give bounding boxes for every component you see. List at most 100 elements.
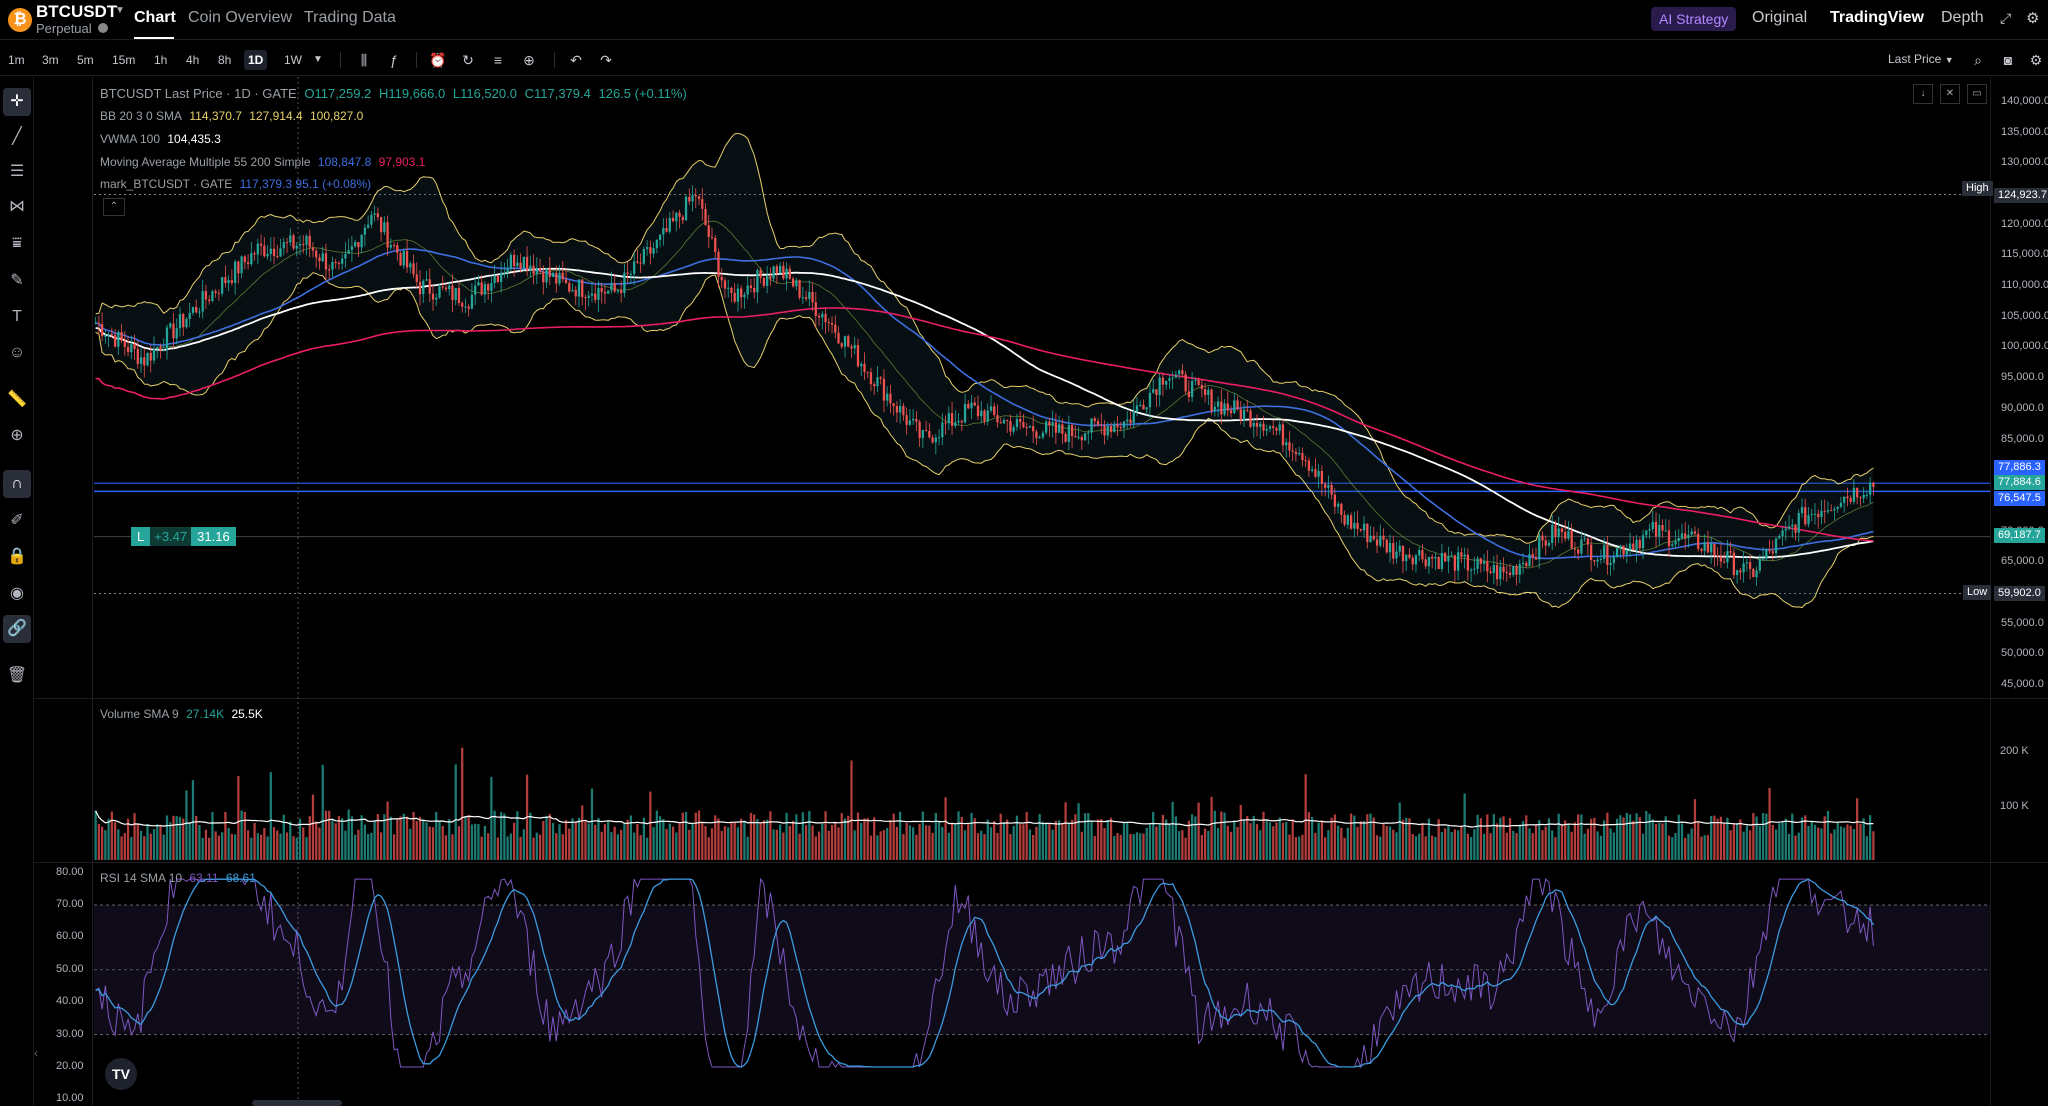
zoom-in-icon[interactable]: ⊕ (10, 427, 24, 444)
volume-bar (1619, 815, 1622, 860)
timeframe-1w[interactable]: 1W (284, 53, 302, 67)
volume-bar (221, 832, 224, 860)
candle (211, 291, 214, 302)
maximize-pane-icon[interactable]: ▭ (1967, 84, 1987, 104)
volume-bar (1632, 820, 1635, 860)
emoji-icon[interactable]: ☺ (8, 344, 26, 361)
info-icon[interactable] (98, 23, 108, 33)
collapse-legend-icon[interactable]: ⌃ (103, 198, 125, 216)
replay-icon[interactable]: ↻ (462, 52, 474, 68)
tab-chart[interactable]: Chart (134, 9, 176, 26)
volume-bar (282, 814, 285, 860)
close-pane-icon[interactable]: ✕ (1940, 84, 1960, 104)
pane-down-icon[interactable]: ↓ (1913, 84, 1933, 104)
candle (341, 258, 344, 264)
collapse-arrow-icon[interactable]: ‹ (34, 1046, 38, 1060)
chevron-down-icon[interactable]: ▼ (115, 5, 125, 16)
tab-tradingview[interactable]: TradingView (1830, 9, 1924, 26)
timeframe-dropdown-icon[interactable]: ▼ (313, 54, 323, 65)
lock-drawing-icon[interactable]: ✐ (10, 512, 24, 529)
candle (843, 336, 847, 347)
volume-bar (1009, 834, 1012, 860)
candle (808, 291, 811, 299)
camera-icon[interactable]: ◙ (2003, 52, 2013, 68)
candle (1716, 555, 1719, 557)
magnet-icon[interactable]: ∩ (3, 470, 31, 498)
timeframe-1d[interactable]: 1D (244, 50, 268, 70)
candle (1457, 552, 1460, 571)
volume-bar (1093, 835, 1096, 860)
brush-icon[interactable]: ✎ (10, 272, 24, 289)
settings-icon[interactable]: ⚙ (2029, 52, 2043, 68)
candle (999, 422, 1002, 424)
volume-bar (1379, 836, 1382, 860)
tab-coin-overview[interactable]: Coin Overview (188, 9, 293, 26)
timeframe-4h[interactable]: 4h (186, 53, 200, 67)
candle (1236, 400, 1239, 410)
volume-bar (100, 826, 104, 860)
timeframe-5m[interactable]: 5m (77, 53, 94, 67)
volume-bar (607, 821, 610, 860)
tab-trading-data[interactable]: Trading Data (304, 9, 396, 26)
tab-original[interactable]: Original (1752, 9, 1808, 26)
price-type-selector[interactable]: Last Price ▼ (1888, 52, 1954, 66)
eye-icon[interactable]: ◉ (10, 585, 24, 602)
volume-bar (1255, 824, 1259, 860)
candle (1612, 557, 1615, 564)
volume-bar (1648, 813, 1651, 860)
candle (438, 286, 441, 298)
text-tool-icon[interactable]: T (12, 308, 22, 325)
timeframe-1m[interactable]: 1m (8, 53, 25, 67)
volume-bar (1158, 823, 1161, 860)
candle (542, 271, 545, 283)
candle (740, 288, 743, 298)
timeframe-1h[interactable]: 1h (154, 53, 168, 67)
candle-type-icon[interactable]: ⫼ (360, 52, 368, 68)
horizontal-scrollbar[interactable] (252, 1100, 342, 1106)
link-icon[interactable]: 🔗 (3, 615, 31, 643)
volume-bar (976, 833, 980, 860)
volume-bar (1612, 832, 1615, 860)
volume-bar (289, 821, 292, 860)
redo-icon[interactable]: ↷ (600, 52, 612, 68)
ai-strategy-button[interactable]: AI Strategy (1651, 7, 1737, 31)
timeframe-15m[interactable]: 15m (112, 53, 136, 67)
candle (1165, 380, 1168, 385)
fib-icon[interactable]: ⩸ (12, 235, 22, 252)
symbol-selector[interactable]: BTCUSDT (36, 2, 118, 21)
ma55-line (95, 248, 1874, 560)
undo-icon[interactable]: ↶ (570, 52, 582, 68)
horizontal-lines-icon[interactable]: ☰ (9, 163, 25, 180)
volume-bar (94, 810, 97, 860)
volume-bar (1573, 822, 1577, 860)
ruler-icon[interactable]: 📏 (7, 391, 27, 408)
search-icon[interactable]: ⌕ (1974, 52, 1982, 68)
candle (1810, 514, 1813, 516)
gear-icon[interactable]: ⚙ (2026, 10, 2040, 27)
crosshair-icon[interactable]: ✛ (3, 88, 31, 116)
volume-bar (1606, 812, 1609, 860)
trend-line-icon[interactable]: ╱ (12, 128, 22, 145)
candle (873, 384, 876, 387)
volume-bar (1593, 817, 1596, 860)
templates-icon[interactable]: ≡ (493, 52, 503, 68)
candle (1239, 409, 1242, 421)
indicators-icon[interactable]: ƒ (390, 52, 398, 68)
candle (525, 256, 529, 271)
position-badge[interactable]: L +3.47 31.16 (131, 527, 236, 547)
pattern-icon[interactable]: ⋈ (9, 198, 25, 215)
expand-icon[interactable]: ⤢ (2000, 10, 2012, 26)
timeframe-8h[interactable]: 8h (218, 53, 232, 67)
trash-icon[interactable]: 🗑 (6, 667, 28, 684)
tab-depth[interactable]: Depth (1941, 9, 1984, 26)
candle (1129, 419, 1132, 424)
candle (1489, 571, 1492, 573)
candle (1463, 554, 1466, 557)
volume-bar (464, 815, 467, 860)
candle (1687, 534, 1690, 538)
add-icon[interactable]: ⊕ (523, 52, 535, 68)
lock-icon[interactable]: 🔒 (7, 548, 27, 565)
timeframe-3m[interactable]: 3m (42, 53, 59, 67)
alert-icon[interactable]: ⏰ (429, 52, 447, 68)
